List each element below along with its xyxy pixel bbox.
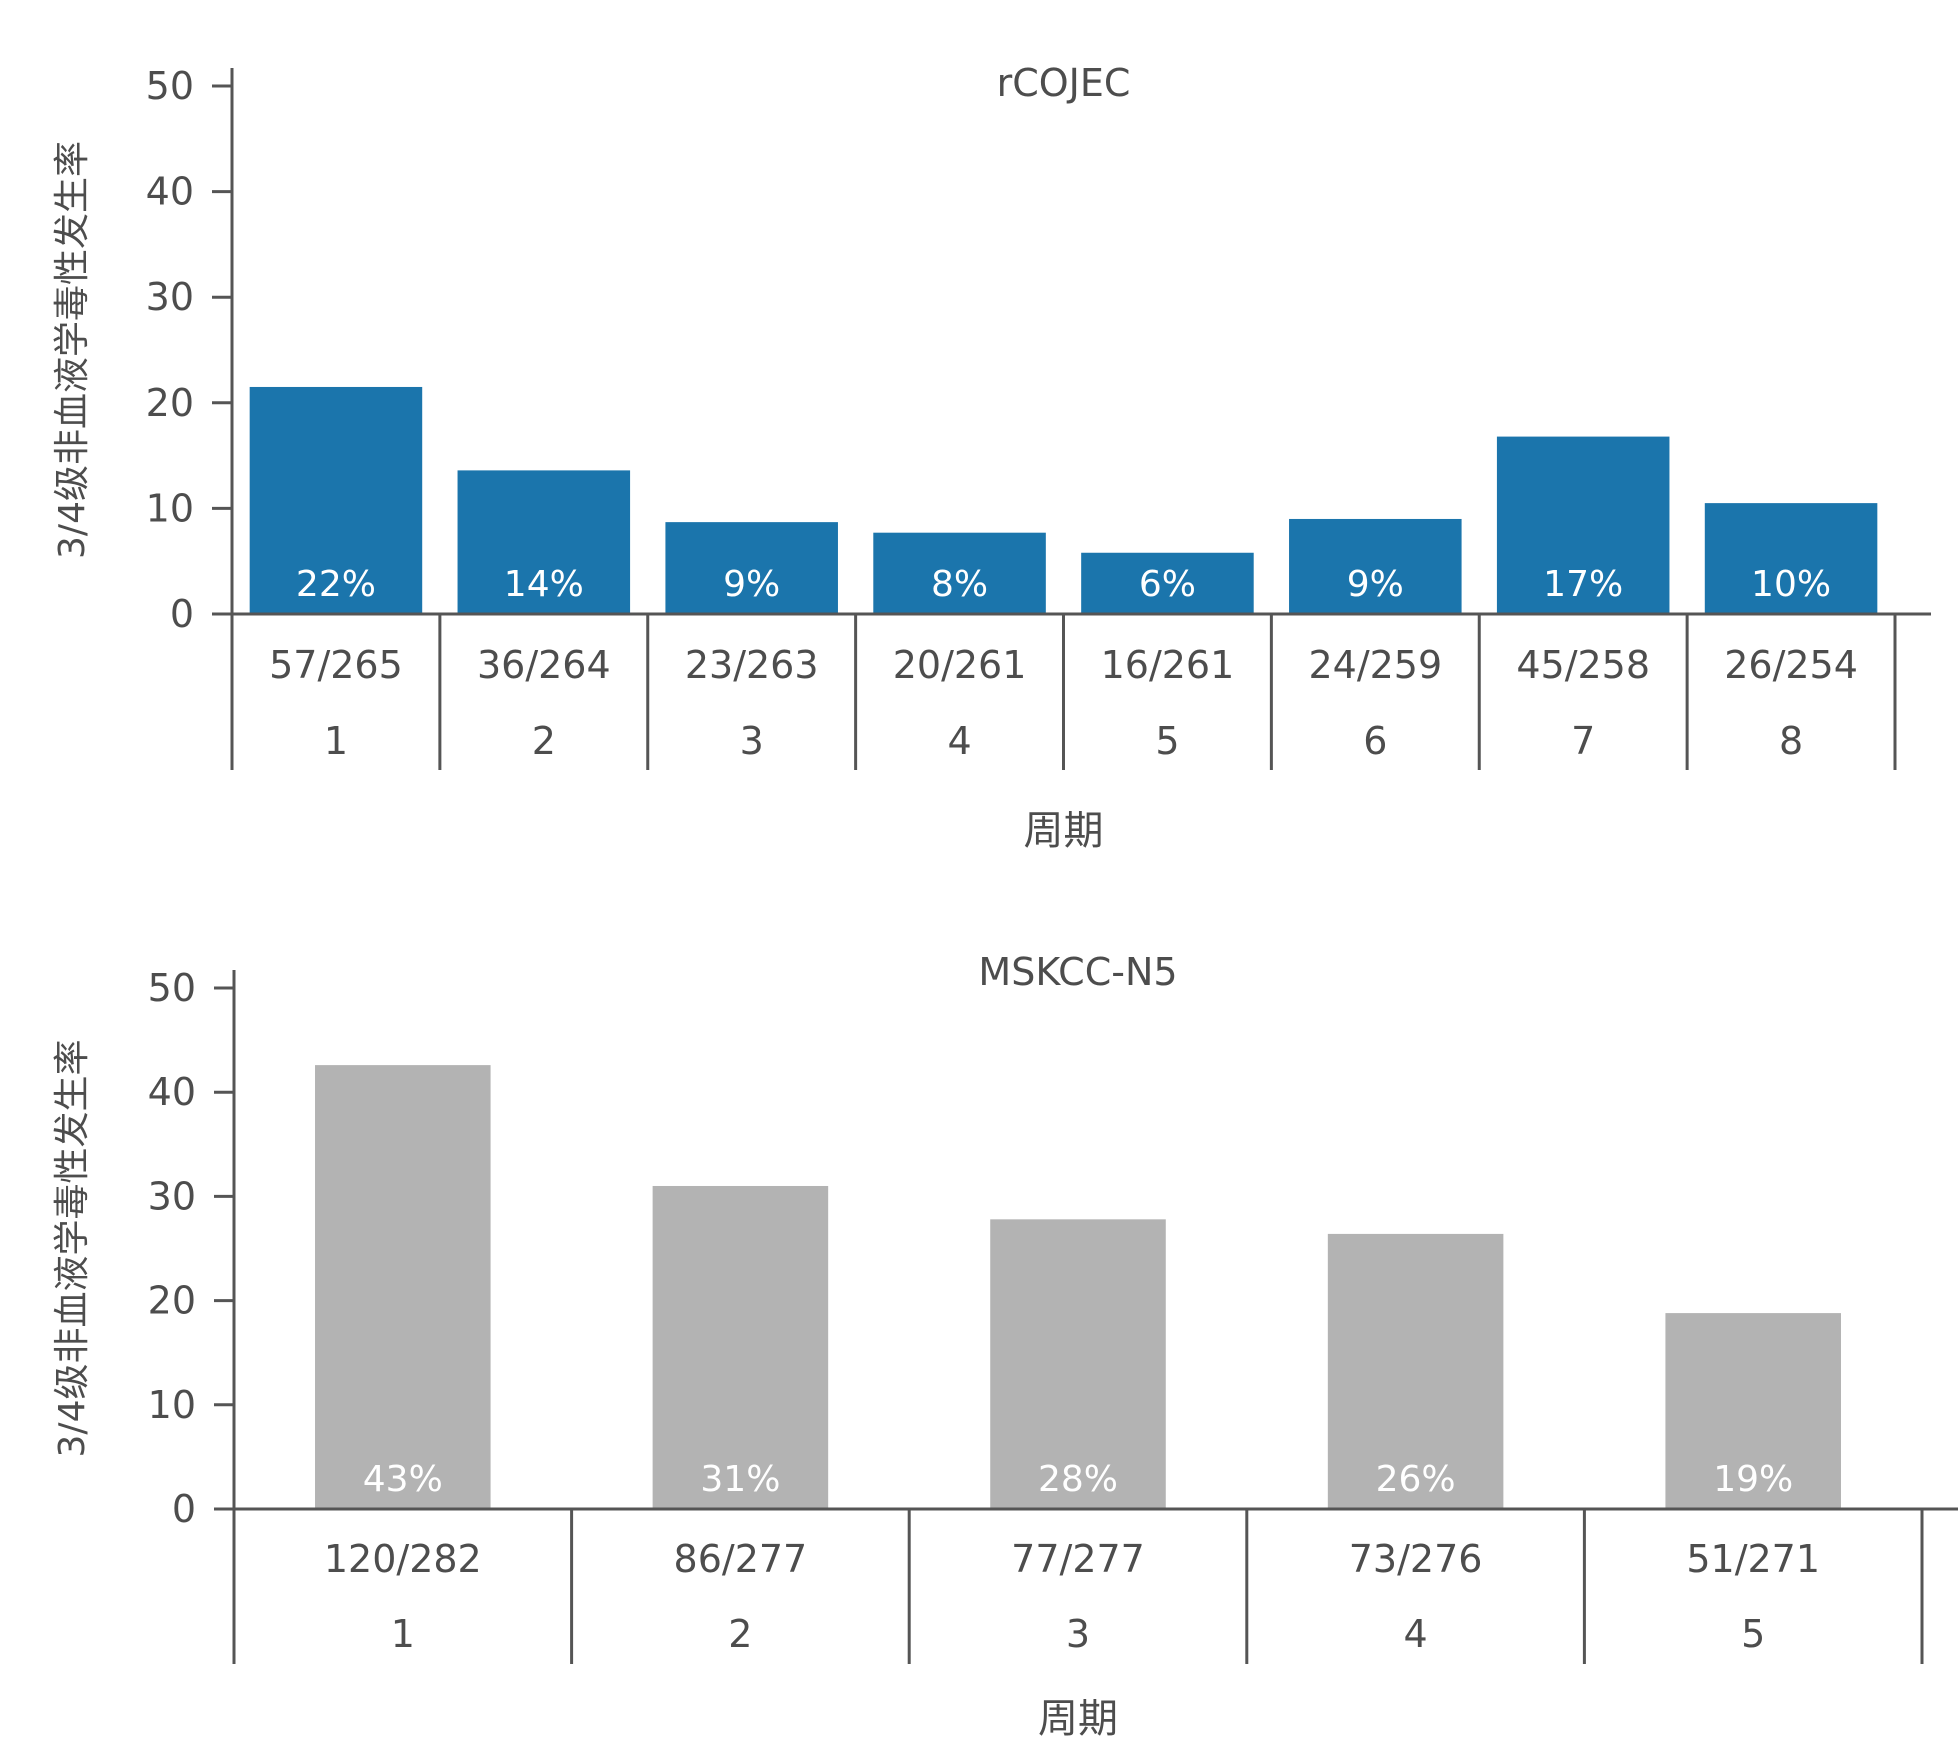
x-tick-label: 3 bbox=[740, 719, 764, 763]
y-tick-label: 0 bbox=[170, 592, 194, 636]
bar-value-label: 31% bbox=[700, 1459, 780, 1500]
y-tick-label: 20 bbox=[146, 381, 194, 425]
y-axis-label: 3/4级非血液学毒性发生率 bbox=[52, 1040, 93, 1458]
bar-value-label: 26% bbox=[1376, 1459, 1456, 1500]
bar-value-label: 22% bbox=[296, 564, 376, 605]
count-label: 45/258 bbox=[1516, 643, 1650, 687]
x-tick-label: 2 bbox=[728, 1612, 752, 1656]
count-label: 24/259 bbox=[1308, 643, 1442, 687]
bar bbox=[873, 532, 1046, 614]
x-tick-label: 1 bbox=[391, 1612, 415, 1656]
bar bbox=[1704, 503, 1878, 614]
x-tick-label: 7 bbox=[1571, 719, 1595, 763]
y-tick-label: 50 bbox=[148, 966, 196, 1010]
x-tick-label: 3 bbox=[1066, 1612, 1090, 1656]
y-tick-label: 30 bbox=[146, 275, 194, 319]
bar bbox=[1327, 1233, 1504, 1509]
count-label: 77/277 bbox=[1011, 1537, 1145, 1581]
y-tick-label: 20 bbox=[148, 1279, 196, 1323]
y-axis-label: 3/4级非血液学毒性发生率 bbox=[52, 141, 93, 559]
bar-value-label: 9% bbox=[1347, 564, 1404, 605]
y-tick-label: 30 bbox=[148, 1174, 196, 1218]
y-tick-label: 0 bbox=[172, 1487, 196, 1531]
count-label: 26/254 bbox=[1724, 643, 1858, 687]
x-tick-label: 1 bbox=[324, 719, 348, 763]
bar-value-label: 28% bbox=[1038, 1459, 1118, 1500]
count-label: 16/261 bbox=[1101, 643, 1235, 687]
bar bbox=[1496, 436, 1670, 614]
count-label: 20/261 bbox=[893, 643, 1027, 687]
x-tick-label: 8 bbox=[1779, 719, 1803, 763]
y-tick-label: 10 bbox=[148, 1383, 196, 1427]
bar bbox=[1289, 518, 1462, 614]
chart-title: rCOJEC bbox=[997, 61, 1131, 105]
bar bbox=[249, 386, 423, 614]
x-axis-label: 周期 bbox=[1024, 808, 1104, 854]
bar bbox=[457, 470, 631, 614]
count-label: 57/265 bbox=[269, 643, 403, 687]
x-tick-label: 6 bbox=[1363, 719, 1387, 763]
x-tick-label: 2 bbox=[532, 719, 556, 763]
y-tick-label: 50 bbox=[146, 64, 194, 108]
count-label: 23/263 bbox=[685, 643, 819, 687]
bar bbox=[1665, 1313, 1841, 1509]
count-label: 51/271 bbox=[1686, 1537, 1820, 1581]
x-tick-label: 5 bbox=[1155, 719, 1179, 763]
bar-value-label: 43% bbox=[363, 1459, 443, 1500]
bar bbox=[990, 1219, 1166, 1509]
bar-value-label: 6% bbox=[1139, 564, 1196, 605]
count-label: 36/264 bbox=[477, 643, 611, 687]
x-tick-label: 4 bbox=[947, 719, 971, 763]
bar-value-label: 19% bbox=[1713, 1459, 1793, 1500]
bar-value-label: 9% bbox=[723, 564, 780, 605]
count-label: 86/277 bbox=[674, 1537, 808, 1581]
bar-value-label: 17% bbox=[1543, 564, 1623, 605]
bar bbox=[1081, 552, 1254, 614]
bar bbox=[665, 522, 838, 614]
x-tick-label: 4 bbox=[1404, 1612, 1428, 1656]
bar-value-label: 10% bbox=[1751, 564, 1831, 605]
y-tick-label: 40 bbox=[148, 1070, 196, 1114]
y-tick-label: 40 bbox=[146, 170, 194, 214]
bar-value-label: 8% bbox=[931, 564, 988, 605]
bar bbox=[652, 1185, 829, 1509]
count-label: 73/276 bbox=[1349, 1537, 1483, 1581]
bar-value-label: 14% bbox=[504, 564, 584, 605]
bar bbox=[315, 1065, 491, 1509]
chart-title: MSKCC-N5 bbox=[978, 950, 1177, 994]
count-label: 120/282 bbox=[324, 1537, 482, 1581]
y-tick-label: 10 bbox=[146, 486, 194, 530]
x-tick-label: 5 bbox=[1741, 1612, 1765, 1656]
chart-panel-rcojec: rCOJEC 0 10 20 30 40 50 3/4级非血液学毒性发生率 22% 14% 9% 8%… bbox=[52, 61, 1931, 854]
x-axis-label: 周期 bbox=[1038, 1696, 1118, 1742]
